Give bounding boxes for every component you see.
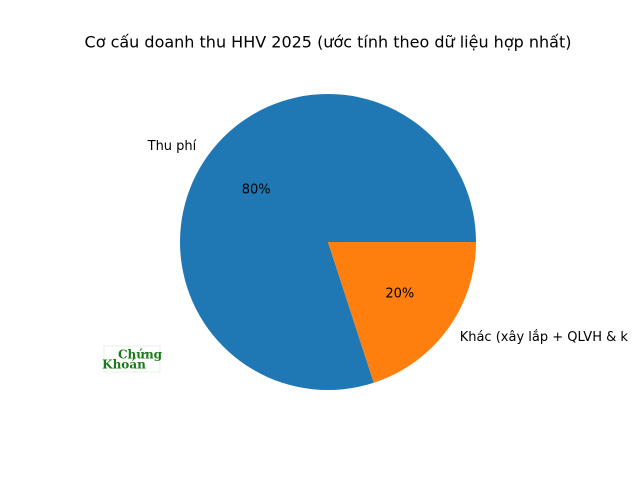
slice-label: Khác (xây lắp + QLVH & k — [460, 330, 629, 345]
chart-title: Cơ cấu doanh thu HHV 2025 (ước tính theo… — [85, 33, 572, 52]
pie-slice — [180, 94, 476, 391]
watermark-text: Khoán — [102, 358, 146, 372]
pie-slice — [328, 242, 476, 383]
watermark-box — [103, 345, 161, 373]
watermark: Chứng Khoán — [102, 345, 163, 373]
value-label: 80% — [242, 182, 271, 197]
watermark-text: Chứng — [118, 348, 163, 362]
value-label: 20% — [385, 287, 414, 302]
slice-label: Thu phí — [147, 139, 197, 154]
